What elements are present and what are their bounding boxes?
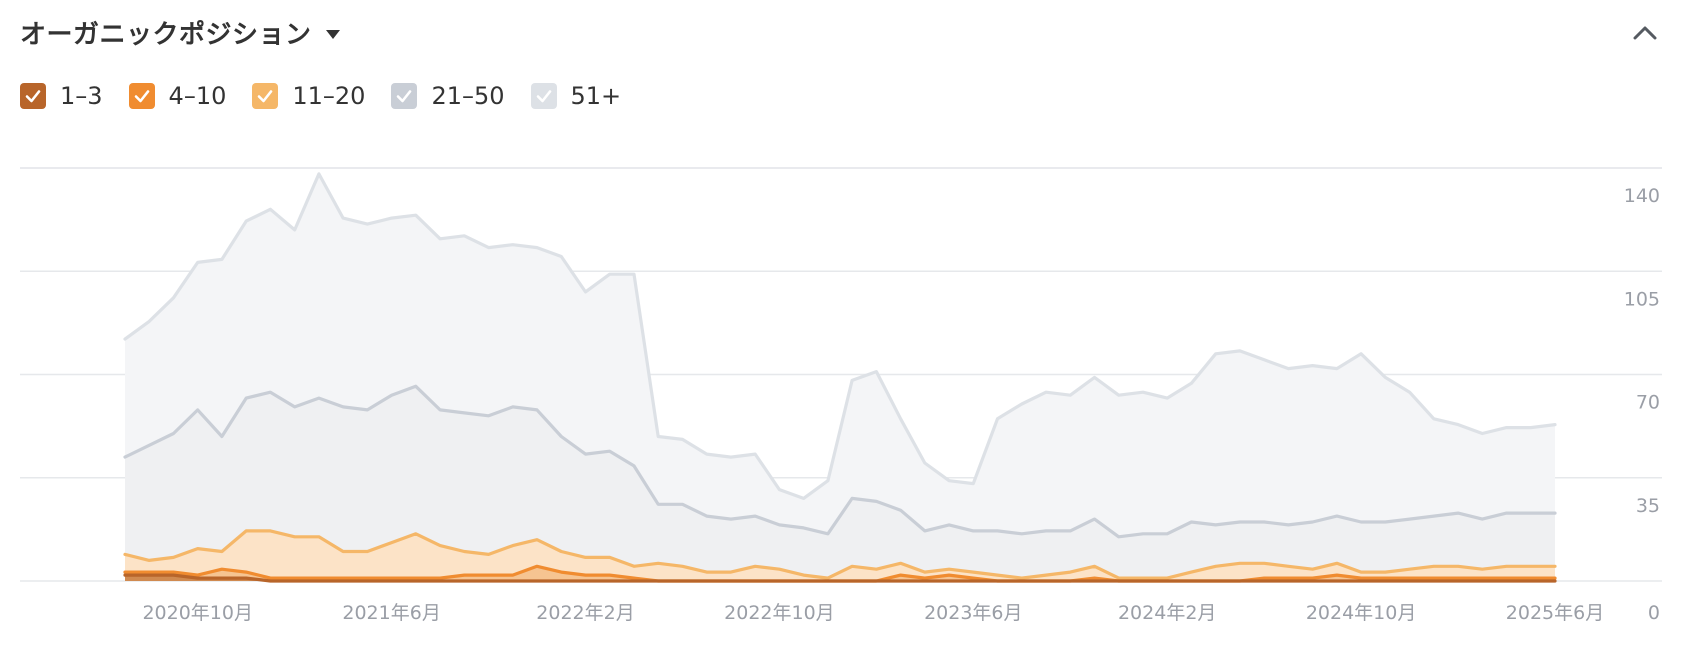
x-tick-label: 2022年10月: [724, 602, 835, 624]
check-icon: [536, 90, 551, 103]
line-51+: [123, 172, 1557, 500]
area-11-20: [125, 530, 1555, 581]
x-tick-label: 2022年2月: [536, 602, 634, 624]
checkbox-21-50[interactable]: [391, 83, 418, 109]
x-tick-label: 2021年6月: [342, 602, 440, 624]
legend-item-11-20[interactable]: 11–20: [252, 82, 365, 110]
y-tick-label: 0: [1648, 602, 1660, 624]
x-tick-label: 2025年6月: [1506, 602, 1604, 624]
header: オーガニックポジション: [20, 12, 340, 52]
checkbox-1-3[interactable]: [20, 83, 46, 109]
y-tick-label: 35: [1636, 495, 1660, 517]
caret-down-icon[interactable]: [325, 29, 340, 39]
x-tick-label: 2023年6月: [924, 602, 1022, 624]
legend-item-1-3[interactable]: 1–3: [20, 82, 103, 110]
x-tick-label: 2020年10月: [142, 602, 253, 624]
y-tick-label: 70: [1636, 392, 1660, 414]
y-axis-ticks: 140 105 70 35 0: [1624, 185, 1660, 624]
checkbox-11-20[interactable]: [252, 83, 279, 109]
legend: 1–3 4–10 11–20 21–50 51+: [20, 82, 621, 110]
line-1-3: [123, 573, 1557, 583]
legend-label-4-10: 4–10: [168, 82, 227, 110]
chart-title: オーガニックポジション: [20, 19, 312, 50]
x-tick-label: 2024年10月: [1306, 602, 1417, 624]
legend-label-1-3: 1–3: [60, 82, 103, 110]
legend-label-51-plus: 51+: [570, 82, 622, 110]
legend-label-21-50: 21–50: [431, 82, 505, 110]
area-51+: [125, 173, 1555, 537]
legend-label-11-20: 11–20: [292, 82, 366, 110]
chart-lines: [123, 172, 1557, 583]
chart-areas: [125, 173, 1555, 581]
line-21-50: [123, 384, 1557, 539]
legend-item-21-50[interactable]: 21–50: [391, 82, 505, 110]
chevron-up-icon[interactable]: [1630, 18, 1660, 48]
checkbox-4-10[interactable]: [128, 83, 155, 109]
line-11-20: [123, 529, 1557, 580]
area-4-10: [125, 566, 1555, 581]
legend-item-51-plus[interactable]: 51+: [530, 82, 622, 110]
y-tick-label: 105: [1624, 288, 1660, 310]
check-icon: [134, 90, 149, 103]
y-tick-label: 140: [1624, 185, 1660, 207]
area-21-50: [125, 386, 1555, 579]
checkbox-51-plus[interactable]: [530, 83, 557, 109]
x-axis-ticks: 2020年10月 2021年6月 2022年2月 2022年10月 2023年6月 202…: [142, 602, 1604, 624]
legend-item-4-10[interactable]: 4–10: [128, 82, 227, 110]
check-icon: [25, 90, 41, 103]
check-icon: [397, 90, 412, 103]
organic-positions-chart: 2020年10月 2021年6月 2022年2月 2022年10月 2023年6月 202…: [20, 167, 1662, 624]
x-tick-label: 2024年2月: [1118, 602, 1216, 624]
check-icon: [258, 90, 273, 103]
